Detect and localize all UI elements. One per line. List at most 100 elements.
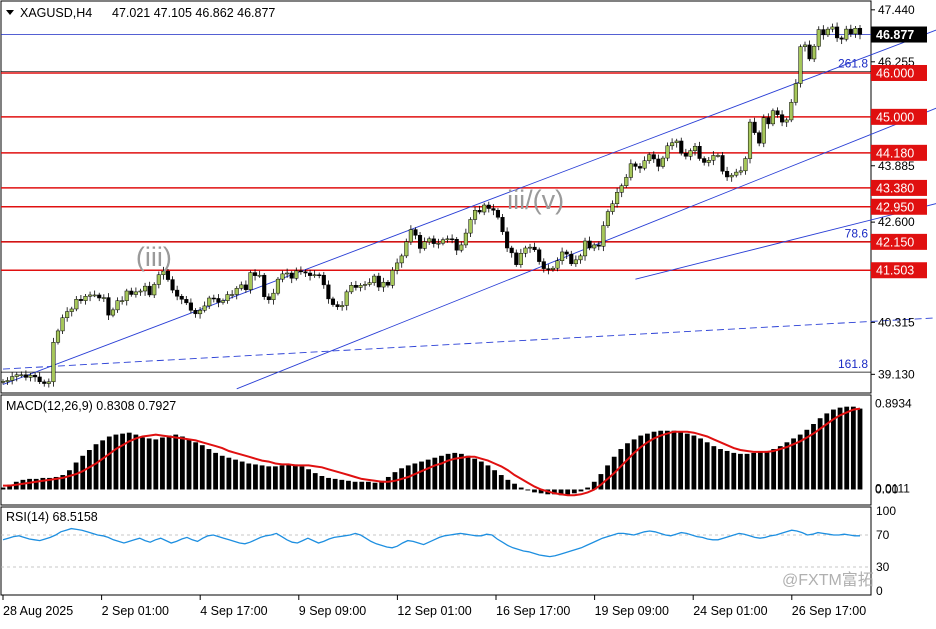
macd-bar: [538, 489, 544, 494]
candle-bull: [518, 253, 523, 265]
candle-bull: [615, 192, 620, 204]
level-price-box: [871, 233, 927, 250]
candle-bear: [193, 310, 198, 315]
rsi-panel[interactable]: RSI(14) 68.5158 100 70 30 0 @FXTM富拓: [0, 504, 896, 598]
support-resistance-levels: [1, 34, 871, 373]
trendline: [236, 107, 936, 390]
macd-bar: [352, 481, 358, 490]
candle-bear: [289, 272, 294, 279]
macd-bar: [472, 458, 478, 490]
candle-bull: [5, 380, 10, 383]
macd-bar: [379, 480, 385, 490]
time-axis: 28 Aug 2025 2 Sep 01:00 4 Sep 17:00 9 Sep 0…: [2, 595, 866, 618]
macd-bar: [751, 452, 757, 490]
rsi-label: RSI(14) 68.5158: [6, 510, 98, 524]
macd-bar: [505, 479, 511, 490]
candle-bear: [656, 158, 661, 167]
candle-bear: [262, 274, 267, 297]
macd-bar: [605, 465, 610, 490]
price-tick-label: 47.440: [878, 3, 915, 17]
time-tick-label: 16 Sep 17:00: [496, 604, 570, 618]
candle-bull: [770, 110, 775, 125]
macd-bar: [93, 444, 99, 490]
candle-bear: [335, 304, 340, 308]
macd-bar: [492, 470, 498, 490]
candle-bull: [816, 29, 821, 47]
macd-bar: [226, 457, 232, 490]
macd-panel[interactable]: MACD(12,26,9) 0.8308 0.7927 0.8934 0.0111…: [0, 394, 912, 506]
macd-bar: [824, 413, 830, 490]
candle-bear: [216, 298, 221, 303]
macd-bar: [166, 435, 172, 490]
macd-bar: [133, 434, 139, 490]
candle-bull: [28, 374, 33, 378]
candle-bear: [821, 29, 826, 36]
macd-bar: [645, 433, 650, 490]
rsi-line: [2, 527, 860, 558]
candle-bull: [234, 288, 239, 295]
candle-bull: [793, 83, 798, 103]
candle-bull: [844, 28, 849, 40]
macd-bar: [219, 455, 225, 490]
macd-bar: [784, 442, 790, 490]
macd-bar: [837, 407, 843, 490]
candle-bull: [0, 381, 6, 383]
macd-bar: [272, 466, 278, 490]
price-panel[interactable]: 261.8 78.6 161.8 (iii) iii/(v) XAGUSD,H4 47.…: [0, 0, 936, 394]
candle-bear: [564, 251, 569, 255]
dropdown-triangle-icon[interactable]: [6, 10, 14, 15]
macd-bar: [831, 409, 836, 490]
candle-bear: [757, 132, 762, 144]
candle-bear: [165, 271, 171, 280]
candle-bull: [285, 272, 290, 275]
candle-bull: [101, 297, 106, 299]
level-price-box: [871, 144, 927, 161]
macd-bar: [664, 430, 670, 490]
macd-bar: [532, 489, 537, 493]
level-price-label: 42.150: [876, 235, 914, 249]
macd-bar: [817, 418, 823, 490]
macd-bar: [458, 453, 464, 490]
macd-bar: [186, 439, 192, 490]
candle-bear: [697, 145, 702, 159]
macd-bar: [100, 440, 106, 490]
candle-bull: [647, 154, 652, 161]
candle-bull: [830, 26, 835, 30]
macd-bar: [67, 470, 72, 490]
candle-bull: [743, 158, 748, 172]
macd-bar: [385, 476, 391, 490]
macd-bar: [764, 450, 770, 490]
candle-bull: [422, 241, 427, 249]
time-tick-label: 26 Sep 17:00: [792, 604, 866, 618]
candle-bear: [308, 272, 313, 276]
macd-bar: [259, 465, 265, 490]
candle-bull: [133, 291, 138, 295]
candle-bear: [775, 110, 780, 115]
candle-bear: [839, 37, 844, 40]
macd-bar: [744, 453, 750, 490]
candle-bull: [798, 46, 803, 84]
candle-bull: [573, 259, 578, 265]
macd-bar: [319, 476, 325, 490]
candle-bear: [633, 163, 638, 167]
rsi-tick-label: 100: [876, 504, 896, 518]
macd-label: MACD(12,26,9) 0.8308 0.7927: [6, 399, 176, 413]
macd-bar: [578, 489, 584, 492]
candle-bear: [330, 298, 336, 305]
macd-bar: [678, 431, 684, 490]
candle-bull: [404, 241, 409, 257]
candle-bull: [83, 296, 88, 301]
candle-bull: [115, 300, 120, 311]
macd-bar: [465, 455, 471, 490]
macd-bar: [339, 479, 345, 490]
candle-bear: [683, 153, 688, 157]
macd-bar: [731, 452, 737, 490]
candle-bear: [179, 296, 184, 300]
trendline: [635, 203, 936, 280]
candle-bull: [294, 270, 299, 279]
candle-bear: [537, 249, 542, 262]
candle-bear: [175, 289, 180, 297]
